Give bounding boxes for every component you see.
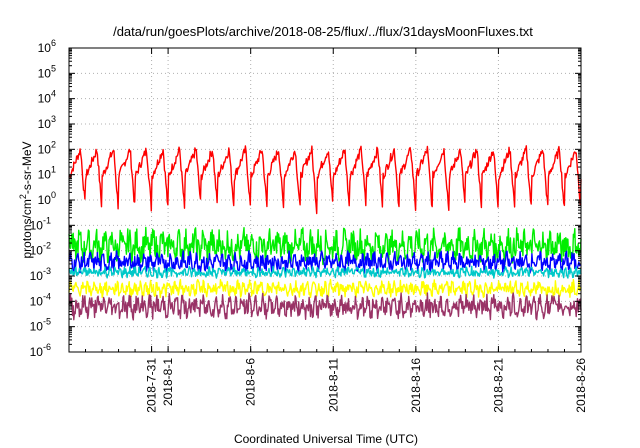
y-tick-label: 10-6 [30,342,51,359]
y-tick-label: 10-4 [30,291,51,308]
y-tick-exp: 1 [51,165,56,175]
y-tick-base: 10 [38,142,52,156]
y-tick-base: 10 [30,269,44,283]
y-tick-exp: -5 [43,317,51,327]
y-axis-label-pre: protons/cm [20,199,34,258]
x-axis: 2018-7-31 2018-8-1 2018-8-6 2018-8-11 2018-8… [145,48,588,413]
y-tick-base: 10 [38,92,52,106]
chart-title: /data/run/goesPlots/archive/2018-08-25/f… [113,24,533,39]
series-group [68,145,582,321]
y-tick-label: 102 [38,139,56,156]
y-tick-base: 10 [38,41,52,55]
y-axis-label-sup: 2 [18,194,28,199]
y-tick-base: 10 [38,168,52,182]
series-line-1 [68,145,582,215]
y-axis-label-post: -s-sr-MeV [20,141,34,194]
y-tick-exp: -1 [43,215,51,225]
x-tick-label: 2018-7-31 [145,358,159,413]
y-tick-label: 103 [38,114,56,131]
y-tick-exp: 3 [51,114,56,124]
y-tick-base: 10 [30,244,44,258]
x-tick-label: 2018-8-6 [244,358,258,406]
y-tick-exp: 6 [51,38,56,48]
y-tick-label: 105 [38,63,56,80]
x-axis-label: Coordinated Universal Time (UTC) [234,432,418,446]
y-tick-exp: 2 [51,139,56,149]
series-line-2 [68,226,582,266]
y-tick-base: 10 [38,193,52,207]
y-tick-label: 106 [38,38,56,55]
x-tick-label: 2018-8-11 [326,358,340,412]
y-axis: 10-610-510-410-310-210-11001011021031041… [30,38,582,359]
y-tick-label: 10-5 [30,317,51,334]
y-tick-base: 10 [38,117,52,131]
series-line-6 [68,292,582,321]
y-tick-exp: 4 [51,89,56,99]
y-tick-label: 104 [38,89,56,106]
series-line-5 [68,278,582,299]
x-tick-label: 2018-8-26 [574,358,588,413]
x-tick-label: 2018-8-1 [161,358,175,406]
y-tick-label: 10-3 [30,266,51,283]
y-tick-exp: 5 [51,63,56,73]
y-tick-label: 101 [38,165,56,182]
y-tick-base: 10 [30,345,44,359]
y-tick-label: 10-1 [30,215,51,232]
y-tick-label: 10-2 [30,241,51,258]
y-tick-label: 100 [38,190,56,207]
x-tick-label: 2018-8-21 [491,358,505,413]
y-tick-base: 10 [30,320,44,334]
y-tick-exp: -4 [43,291,51,301]
x-tick-label: 2018-8-16 [409,358,423,413]
y-tick-exp: -3 [43,266,51,276]
y-tick-exp: -6 [43,342,51,352]
y-tick-base: 10 [38,66,52,80]
y-axis-label: protons/cm2-s-sr-MeV [18,141,34,258]
y-tick-base: 10 [30,218,44,232]
y-tick-base: 10 [30,294,44,308]
y-tick-exp: -2 [43,241,51,251]
series-line-3 [68,250,582,274]
series-line-4 [68,265,582,279]
y-tick-exp: 0 [51,190,56,200]
